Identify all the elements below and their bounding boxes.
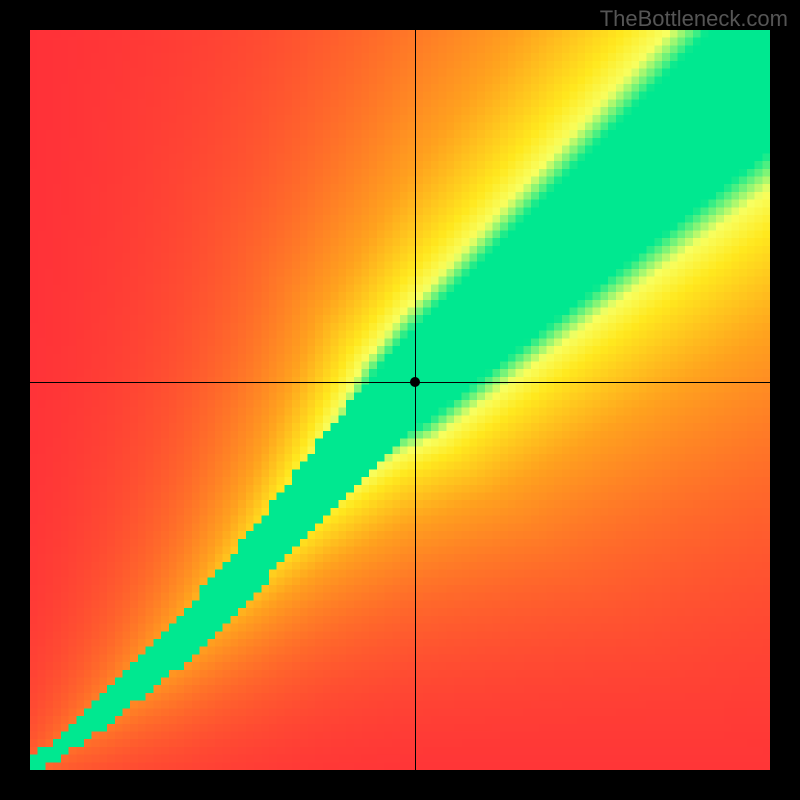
crosshair-vertical [415, 30, 416, 770]
data-point-marker [410, 377, 420, 387]
chart-container: TheBottleneck.com [0, 0, 800, 800]
plot-frame [30, 30, 770, 770]
heatmap-canvas [30, 30, 770, 770]
watermark-text: TheBottleneck.com [600, 6, 788, 32]
crosshair-horizontal [30, 382, 770, 383]
